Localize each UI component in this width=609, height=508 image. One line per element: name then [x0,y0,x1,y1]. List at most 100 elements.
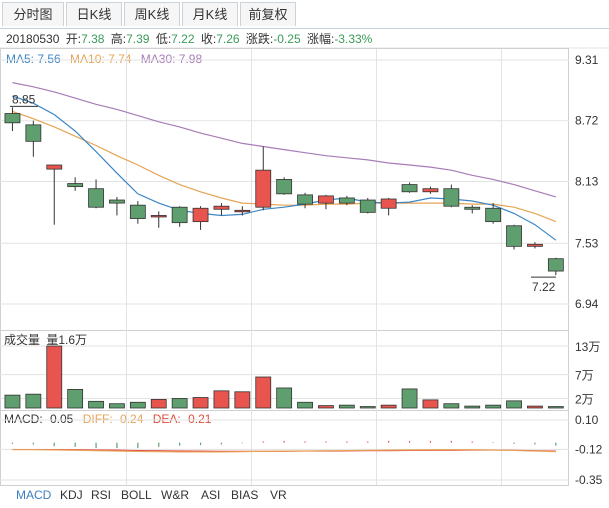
tab-bias[interactable]: BIAS [231,488,259,502]
candle-body [359,199,376,213]
volume-bar [192,397,209,409]
candle-body [485,207,502,223]
candle-body [4,113,21,124]
volume-value: 量1.6万 [46,333,87,347]
high-label: 高: [111,31,126,46]
macd-tick-label: -0.35 [575,473,603,487]
volume-bar [338,404,355,409]
volume-bar [443,403,460,409]
low-label: 低: [156,32,171,46]
candle-body [150,215,167,218]
candle-body [401,184,418,193]
pct-value: -3.33% [334,32,372,46]
svg-text:MA5: 7.56 MA10: 7.74 M: MA5: 7.56 MA10: 7.74 MA30: 7.98 [6,52,202,66]
change-value: -0.25 [273,32,301,46]
period-tabs: 分时图 日K线 周K线 月K线 前复权 [0,0,609,29]
macd-lines [12,448,556,453]
volume-bar [234,391,251,409]
open-value: 7.38 [81,32,105,46]
price-tick-label: 7.53 [575,236,599,250]
candle-body [506,225,522,247]
tab-asi[interactable]: ASI [201,488,221,502]
candle-body [276,179,293,195]
volume-label: 成交量 [4,332,40,347]
candle-body [464,206,481,210]
tab-rsi[interactable]: RSI [91,488,112,502]
candle-body [234,209,251,213]
price-tick-label: 6.94 [575,297,599,311]
volume-bar [46,345,63,409]
volume-bar [380,404,397,409]
volume-bar [171,398,188,409]
tab-boll[interactable]: BOLL [121,488,152,502]
info-date: 20180530 [6,32,60,46]
ma10-legend: MA10: 7.74 [70,52,132,66]
ma30-line [12,82,557,198]
volume-bar [297,401,313,409]
candles [4,107,564,276]
close-label: 收: [201,32,216,46]
diff-value: DIFF: -0.24 [83,412,144,426]
volume-bar [4,394,21,409]
price-axis: 9.31 8.72 8.13 7.53 6.94 [575,53,599,311]
candle-body [527,243,543,247]
tab-vr[interactable]: VR [270,488,287,502]
ma-lines [12,82,557,241]
svg-text:20180530 开:7.38 高:7.39: 20180530 开:7.38 高:7.39 低:7.22 收:7.26 涨跌:… [6,31,373,46]
candle-body [171,206,188,224]
tab-forward-adjust[interactable]: 前复权 [240,2,296,26]
price-tick-label: 8.72 [575,114,599,128]
min-price-label: 7.22 [532,280,556,294]
macd-value: MACD: -0.05 [4,412,74,426]
volume-bar [547,406,564,409]
low-value: 7.22 [171,32,195,46]
candle-body [67,183,84,188]
ma5-line [12,95,557,241]
volume-bar [359,406,376,409]
stock-chart: 20180530 开:7.38 高:7.39 低:7.22 收:7.26 涨跌:… [0,31,609,487]
ma10-line [12,110,557,223]
volume-bar [213,390,230,409]
volume-bar [276,387,293,409]
volume-bar [109,403,125,409]
candle-body [213,205,230,210]
macd-histogram [11,440,557,449]
candle-body [25,124,42,142]
macd-tick-label: -0.12 [575,442,603,456]
candle-body [88,188,104,208]
candle-body [380,198,397,209]
tab-intraday[interactable]: 分时图 [2,2,64,26]
tab-daily-k[interactable]: 日K线 [66,2,122,26]
svg-text:成交量 量1.6万: 成交量 量1.6万 [4,332,87,347]
price-tick-label: 9.31 [575,53,599,67]
candle-body [297,194,313,205]
candle-body [443,188,460,207]
volume-bar [527,405,543,409]
candle-body [255,169,272,208]
volume-bar [129,401,146,409]
candle-body [547,258,564,272]
change-label: 涨跌: [246,31,273,46]
close-value: 7.26 [216,32,240,46]
volume-bar [67,388,84,409]
candle-body [46,164,63,170]
volume-bar [88,400,104,409]
tab-weekly-k[interactable]: 周K线 [124,2,180,26]
volume-bar [422,399,439,409]
candle-body [318,195,334,204]
volume-tick-label: 7万 [575,369,594,383]
volume-axis: 13万 7万 2万 [0,340,600,406]
tab-macd[interactable]: MACD [16,488,52,502]
volume-bars [4,345,564,409]
open-label: 开: [66,32,81,46]
candle-body [192,207,209,223]
candle-body [129,204,146,219]
ma5-legend: MA5: 7.56 [6,52,61,66]
tab-monthly-k[interactable]: 月K线 [182,2,238,26]
pct-label: 涨幅: [307,31,334,46]
tab-wr[interactable]: W&R [161,488,189,502]
grid-lines [0,49,569,485]
tab-kdj[interactable]: KDJ [60,488,83,502]
volume-bar [255,376,272,409]
indicator-tabs: MACD KDJ RSI BOLL W&R ASI BIAS VR [0,488,609,506]
